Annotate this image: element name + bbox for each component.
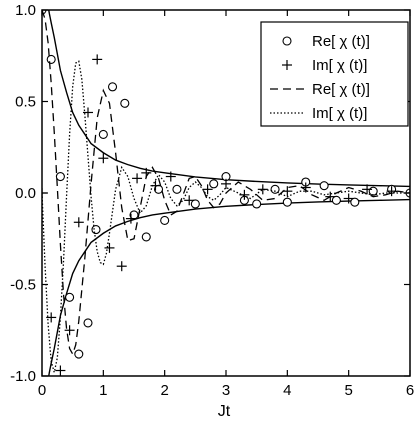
x-tick-label: 5 — [344, 382, 352, 399]
data-point — [64, 325, 75, 336]
data-point — [104, 242, 115, 253]
data-point — [257, 184, 268, 195]
data-point — [270, 184, 280, 194]
data-point — [209, 179, 219, 189]
data-point — [91, 225, 101, 235]
data-point — [221, 178, 231, 189]
y-axis-ticks: -1.0 -0.5 0.0 0.5 1.0 — [10, 2, 410, 385]
x-tick-label: 3 — [222, 382, 230, 399]
legend-entry: Im[ χ (t)] — [312, 57, 367, 74]
y-tick-label: 1.0 — [15, 2, 36, 19]
envelope-upper — [48, 10, 410, 188]
axes: 0 1 2 3 4 5 6 -1.0 -0.5 0.0 0.5 1.0 Jt — [10, 2, 414, 420]
data-point — [92, 54, 103, 65]
data-point — [319, 181, 329, 191]
data-point — [202, 184, 213, 195]
x-tick-label: 4 — [283, 382, 291, 399]
data-point — [343, 193, 354, 204]
series-line — [42, 10, 410, 356]
data-point — [55, 171, 65, 182]
legend-swatch — [282, 60, 292, 70]
y-tick-label: 0.0 — [15, 185, 36, 202]
legend-entry: Re[ χ (t)] — [312, 81, 370, 98]
legend: Re[ χ (t)] Im[ χ (t)] Re[ χ (t)] Im[ χ (t)] — [260, 21, 409, 127]
y-tick-label: -1.0 — [10, 368, 36, 385]
data-point — [325, 191, 336, 202]
data-point — [46, 312, 57, 323]
data-point — [55, 365, 66, 376]
series-layer — [42, 10, 410, 376]
y-tick-label: -0.5 — [10, 277, 36, 294]
data-point — [65, 292, 75, 302]
data-point — [116, 261, 127, 272]
x-tick-label: 2 — [160, 382, 168, 399]
data-point — [125, 213, 136, 224]
data-point — [239, 189, 250, 200]
data-point — [331, 195, 341, 205]
legend-swatch — [282, 36, 292, 46]
x-tick-label: 1 — [99, 382, 107, 399]
x-tick-label: 0 — [38, 382, 46, 399]
data-point — [386, 186, 397, 197]
data-point — [160, 215, 170, 225]
data-point — [120, 98, 130, 108]
data-point — [83, 318, 93, 328]
data-point — [74, 349, 84, 359]
data-point — [252, 199, 262, 209]
series-3 — [42, 60, 410, 373]
data-point — [362, 184, 373, 195]
envelope-lower — [48, 198, 410, 376]
data-point — [172, 184, 182, 194]
data-point — [98, 153, 109, 164]
series-2 — [42, 10, 410, 356]
x-tick-label: 6 — [406, 382, 414, 399]
series-1 — [42, 54, 410, 376]
data-point — [282, 197, 292, 207]
data-point — [46, 54, 56, 64]
data-point — [98, 129, 108, 139]
x-axis-label: Jt — [218, 403, 231, 420]
data-point — [350, 197, 360, 207]
data-point — [132, 173, 143, 184]
y-tick-label: 0.5 — [15, 94, 36, 111]
data-point — [190, 199, 200, 209]
data-point — [107, 82, 118, 92]
data-point — [83, 107, 93, 118]
x-axis-ticks: 0 1 2 3 4 5 6 — [38, 10, 414, 399]
data-point — [73, 217, 84, 228]
legend-entry: Re[ χ (t)] — [312, 33, 370, 50]
data-point — [184, 195, 195, 206]
series-line — [42, 60, 410, 373]
legend-entry: Im[ χ (t)] — [312, 105, 367, 122]
data-point — [141, 232, 151, 242]
data-point — [165, 171, 176, 182]
